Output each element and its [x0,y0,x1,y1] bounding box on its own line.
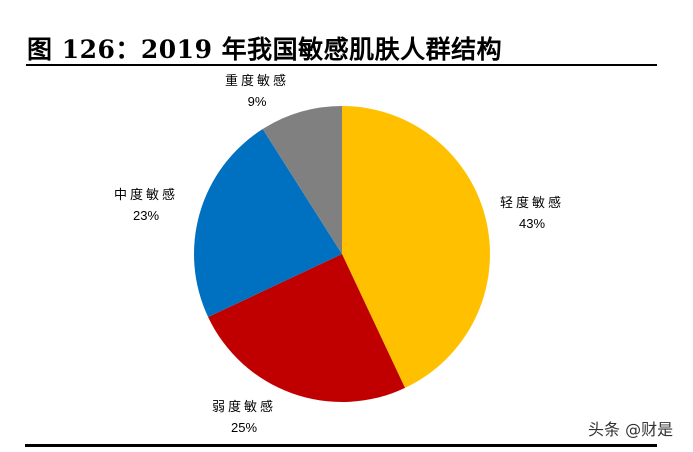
figure-title: 图 126：2019 年我国敏感肌肤人群结构 [27,35,503,64]
label-value: 25% [230,420,258,435]
bottom-rule [25,444,657,447]
slice-medium [194,129,342,318]
slice-light [342,106,490,388]
slice-severe [262,106,342,254]
title-rule [26,64,657,66]
label-value: 9% [247,94,267,109]
pie-slices [194,106,490,402]
label-value: 23% [132,208,160,223]
label-name: 中度敏感 [114,188,179,203]
label-medium-sensitive: 中度敏感 23% [114,186,178,226]
label-severe-sensitive: 重度敏感 9% [225,72,289,112]
label-value: 43% [518,216,546,231]
label-weak-sensitive: 弱度敏感 25% [212,398,276,438]
label-name: 重度敏感 [225,74,290,89]
label-light-sensitive: 轻度敏感 43% [500,194,564,234]
slice-weak [208,254,406,402]
label-name: 弱度敏感 [212,400,277,415]
watermark: 头条 @财是 [588,420,674,439]
label-name: 轻度敏感 [500,196,565,211]
